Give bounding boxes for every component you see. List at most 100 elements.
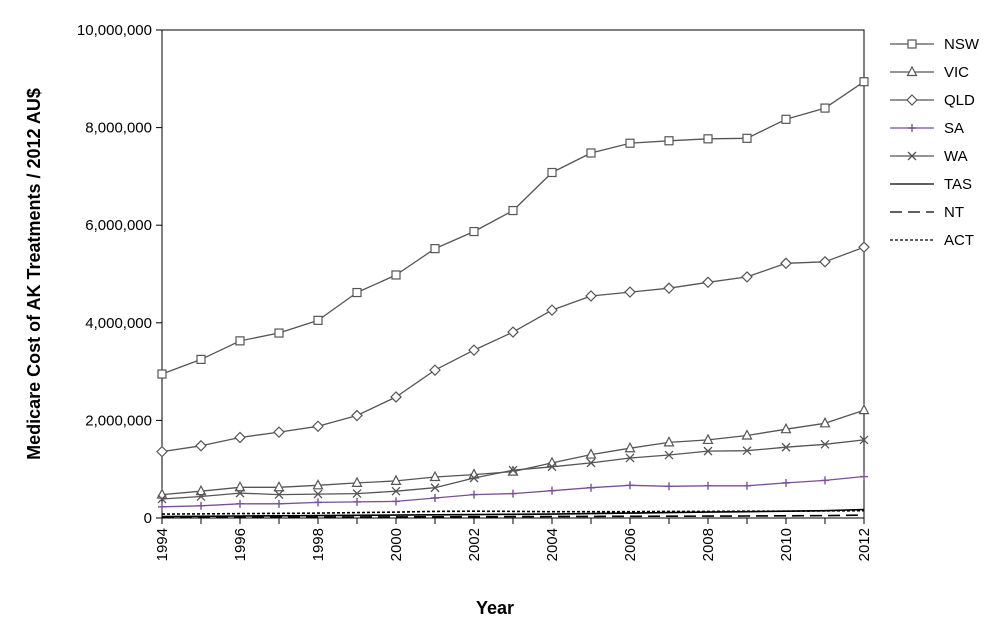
legend-item-nt: NT: [890, 204, 964, 221]
data-point-sa: [626, 481, 634, 490]
y-tick-label: 10,000,000: [77, 22, 152, 39]
y-tick-label: 4,000,000: [85, 315, 152, 332]
data-point-nsw: [703, 134, 713, 144]
data-point-sa: [431, 493, 439, 502]
data-point-vic: [624, 441, 636, 453]
series-qld: [156, 241, 870, 458]
x-tick-label: 1998: [310, 528, 327, 561]
legend-label: WA: [944, 148, 968, 165]
y-tick-label: 2,000,000: [85, 412, 152, 429]
data-point-nsw: [235, 336, 245, 346]
x-tick-label: 2004: [544, 528, 561, 561]
data-point-wa: [157, 494, 167, 504]
data-point-vic: [702, 433, 714, 445]
legend-marker: [906, 94, 918, 106]
data-point-nsw: [586, 148, 596, 158]
x-axis-title: Year: [476, 598, 514, 618]
data-point-nsw: [781, 114, 791, 124]
y-tick-label: 8,000,000: [85, 120, 152, 137]
y-axis-title: Medicare Cost of AK Treatments / 2012 AU…: [24, 88, 44, 460]
legend-label: QLD: [944, 92, 975, 109]
data-point-vic: [819, 417, 831, 428]
data-point-wa: [469, 473, 479, 483]
series-nt: [161, 514, 865, 519]
data-point-vic: [273, 480, 285, 492]
data-point-sa: [782, 478, 790, 487]
x-tick-label: 1996: [232, 528, 249, 561]
x-tick-label: 2010: [778, 528, 795, 561]
legend-item-wa: WA: [890, 148, 968, 165]
data-point-sa: [665, 482, 673, 491]
data-point-nsw: [313, 315, 323, 325]
series-wa: [157, 435, 869, 504]
data-point-wa: [196, 492, 206, 501]
data-point-wa: [352, 489, 362, 499]
data-point-sa: [392, 497, 400, 506]
data-point-nsw: [820, 103, 830, 113]
data-point-nsw: [157, 369, 167, 379]
legend: NSW VIC QLD SA WA TAS NT ACT: [890, 36, 980, 249]
data-point-qld: [624, 286, 636, 298]
data-point-vic: [663, 436, 675, 447]
data-point-qld: [468, 344, 480, 356]
data-point-nsw: [742, 133, 752, 143]
data-point-wa: [703, 446, 713, 456]
data-point-qld: [585, 290, 597, 302]
x-tick-label: 1994: [154, 528, 171, 561]
data-point-wa: [391, 486, 401, 496]
data-point-qld: [156, 445, 168, 458]
data-point-vic: [429, 470, 441, 482]
series-layer: [156, 77, 870, 519]
legend-item-tas: TAS: [890, 176, 972, 193]
data-point-wa: [508, 465, 518, 475]
data-point-sa: [587, 483, 595, 492]
data-point-sa: [509, 489, 517, 498]
legend-label: ACT: [944, 232, 974, 249]
data-point-nsw: [664, 136, 674, 146]
y-tick-label: 0: [144, 510, 152, 527]
legend-marker: [907, 151, 917, 161]
data-point-sa: [821, 476, 829, 485]
data-point-nsw: [547, 167, 557, 178]
legend-label: VIC: [944, 64, 969, 81]
data-point-wa: [547, 462, 557, 472]
data-point-qld: [780, 257, 792, 270]
data-point-nsw: [430, 244, 440, 254]
data-point-vic: [858, 403, 870, 415]
data-point-vic: [312, 479, 324, 490]
data-point-wa: [664, 450, 674, 460]
data-point-wa: [430, 483, 440, 493]
data-point-nsw: [859, 77, 869, 87]
data-point-qld: [429, 364, 441, 376]
series-act: [161, 509, 865, 515]
y-tick-label: 6,000,000: [85, 217, 152, 234]
data-point-wa: [742, 446, 752, 456]
data-point-sa: [197, 501, 205, 510]
data-point-wa: [313, 489, 323, 499]
data-point-qld: [663, 282, 675, 295]
series-line-act: [161, 509, 865, 515]
series-sa: [158, 472, 868, 511]
legend-marker: [906, 65, 918, 77]
legend-marker: [907, 39, 917, 49]
x-tick-label: 2002: [466, 528, 483, 561]
data-point-nsw: [391, 270, 401, 280]
data-point-sa: [314, 498, 322, 507]
data-point-wa: [274, 490, 284, 500]
data-point-vic: [195, 484, 207, 496]
data-point-sa: [548, 486, 556, 495]
data-point-sa: [470, 490, 478, 499]
data-point-nsw: [508, 205, 518, 216]
series-line-vic: [161, 409, 865, 496]
data-point-nsw: [274, 328, 284, 338]
legend-label: NT: [944, 204, 964, 221]
data-point-qld: [351, 409, 363, 422]
data-point-sa: [704, 481, 712, 490]
data-point-wa: [235, 488, 245, 498]
series-nsw: [157, 77, 869, 379]
data-point-qld: [195, 439, 207, 452]
data-point-vic: [585, 448, 597, 459]
data-point-sa: [158, 502, 166, 511]
data-point-qld: [741, 271, 753, 283]
data-point-qld: [858, 241, 870, 254]
